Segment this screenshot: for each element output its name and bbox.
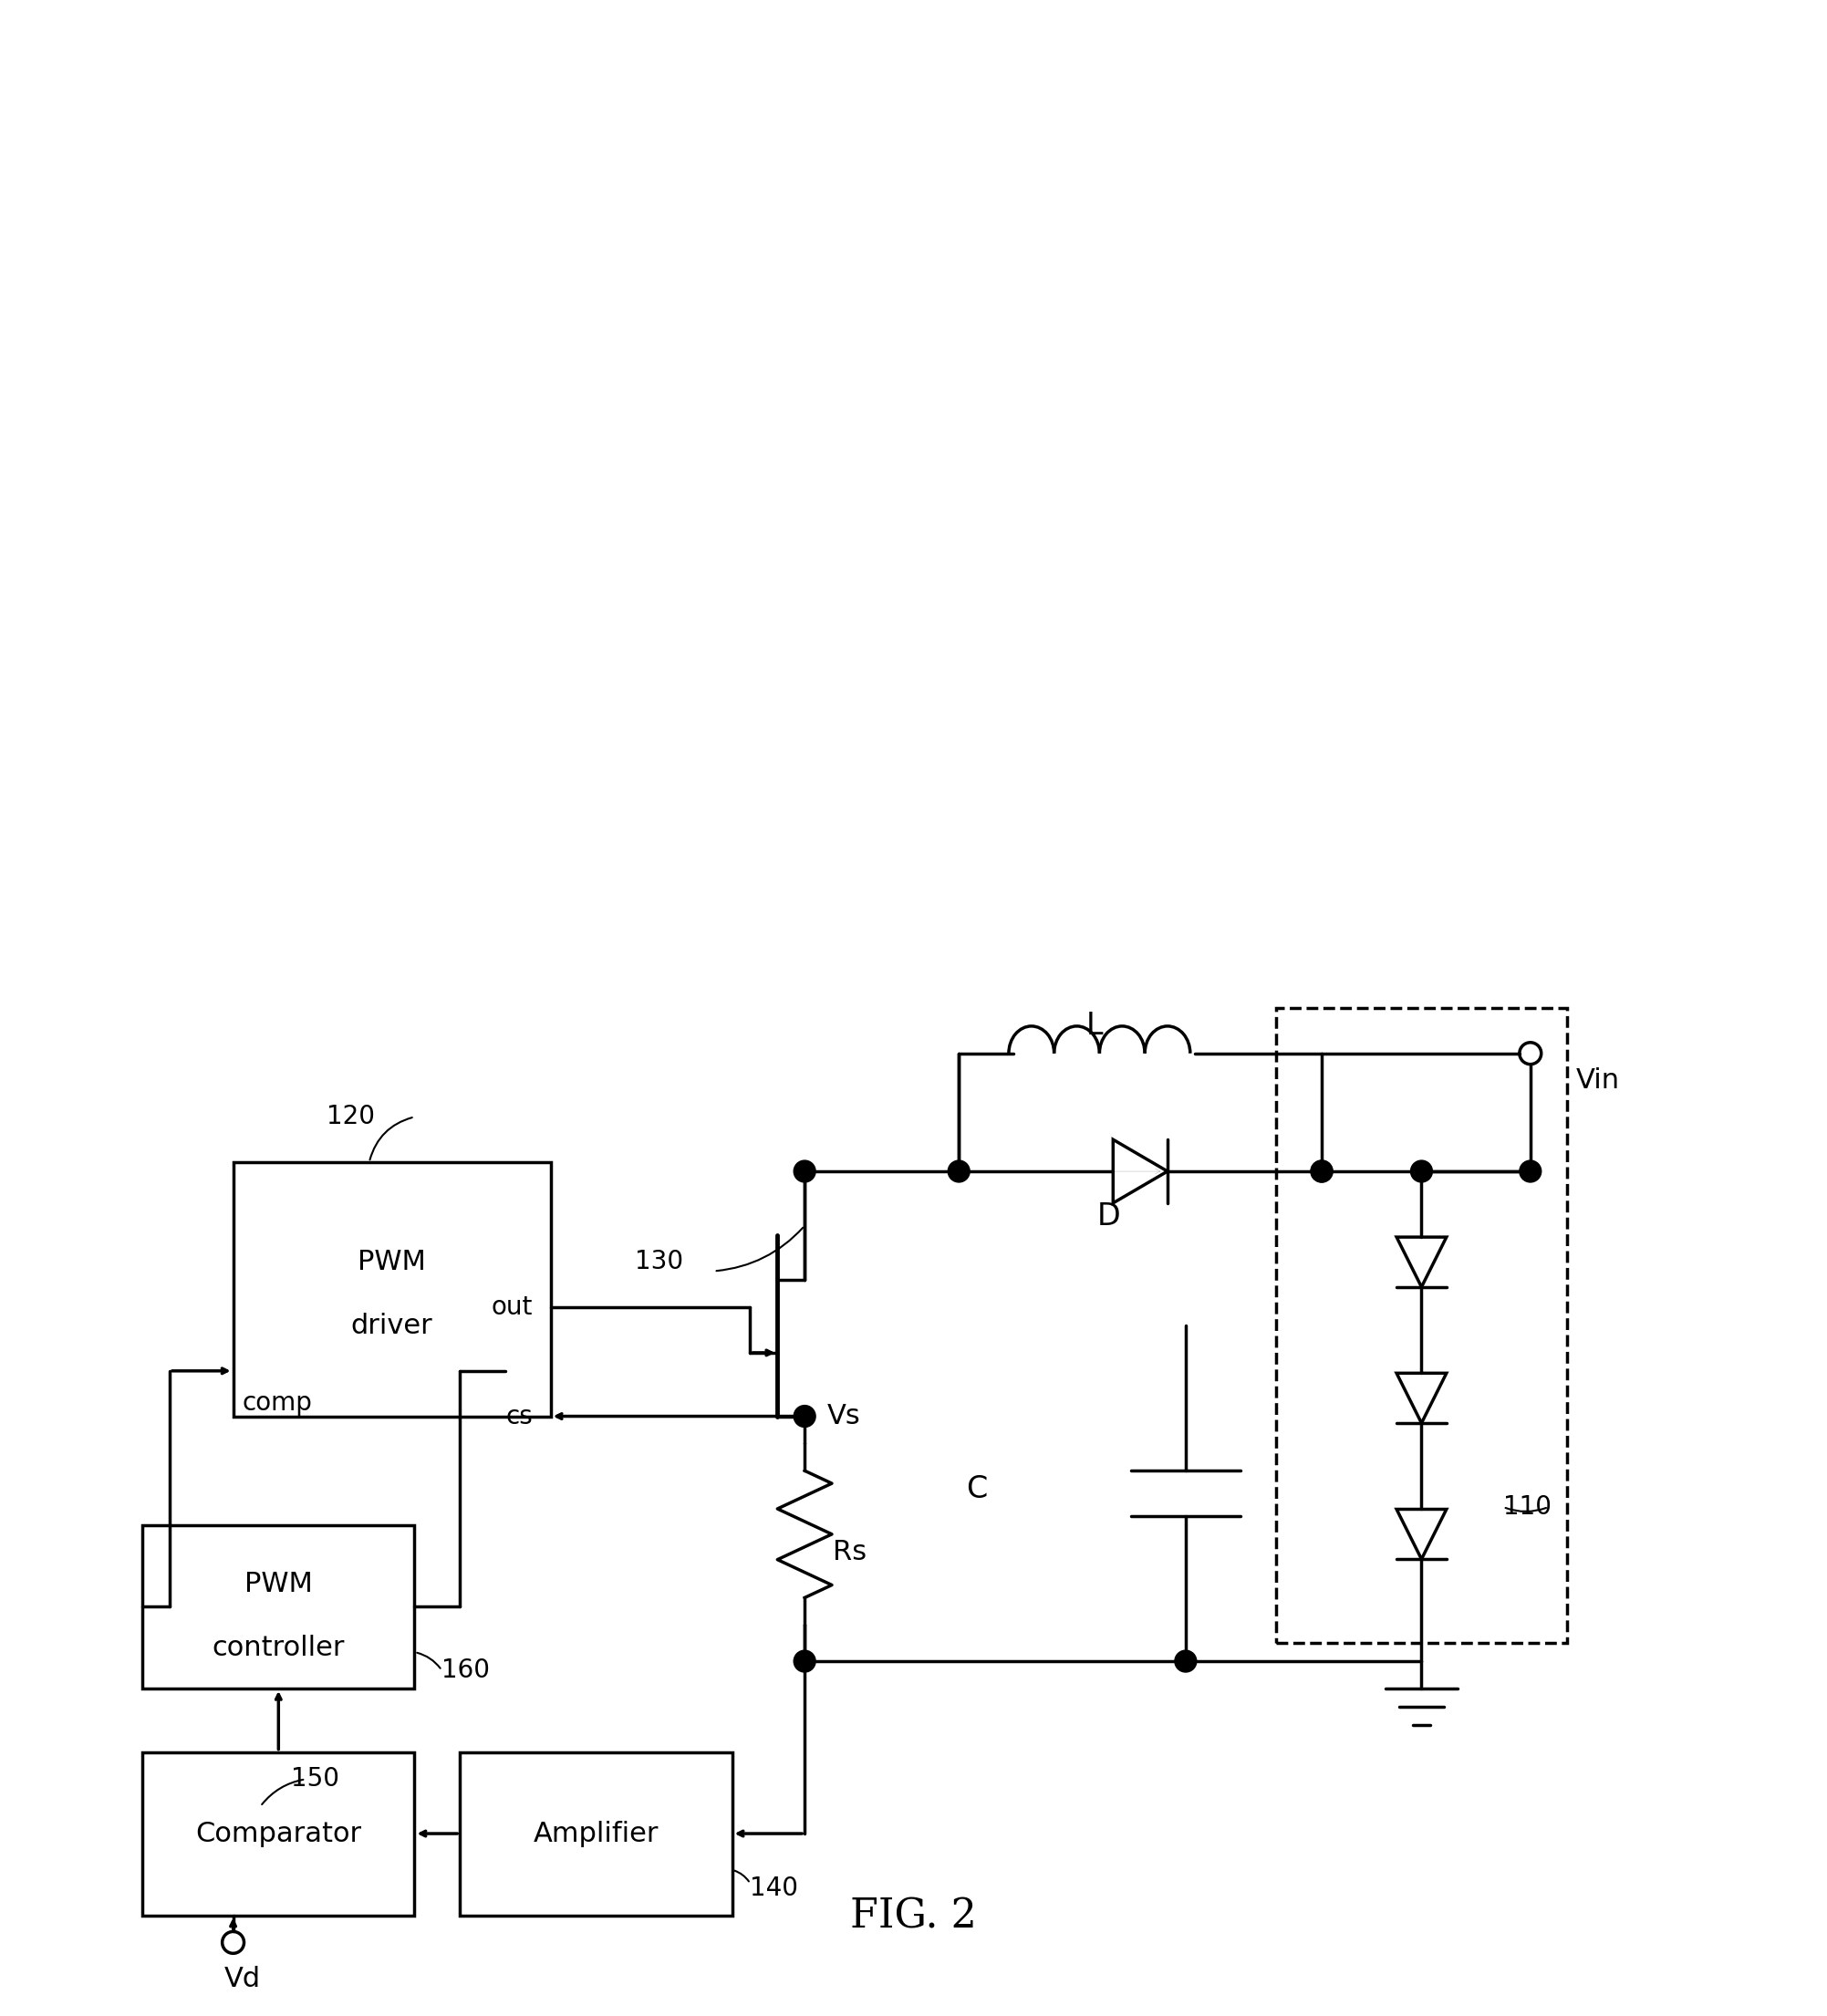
Circle shape [793,1651,815,1671]
Circle shape [1520,1161,1542,1181]
Text: Amplifier: Amplifier [533,1820,660,1847]
Circle shape [793,1405,815,1427]
Text: C: C [966,1474,988,1504]
Text: PWM: PWM [245,1570,312,1597]
Circle shape [1310,1161,1332,1181]
Text: L: L [1087,1012,1104,1040]
Text: 150: 150 [290,1766,340,1792]
Circle shape [948,1161,970,1181]
Bar [234,1163,550,1417]
Text: Vin: Vin [1575,1066,1619,1095]
Circle shape [793,1161,815,1181]
Bar [143,1752,415,1915]
Bar [1277,1008,1568,1643]
Text: Comparator: Comparator [195,1820,362,1847]
Text: 140: 140 [751,1875,798,1901]
Circle shape [1310,1161,1332,1181]
Text: Vd: Vd [225,1966,261,1992]
Bar [460,1752,733,1915]
Text: comp: comp [243,1389,312,1415]
Circle shape [1175,1651,1197,1671]
Circle shape [1410,1161,1432,1181]
Text: Rs: Rs [833,1538,868,1566]
Text: D: D [1096,1202,1120,1232]
Text: FIG. 2: FIG. 2 [850,1897,977,1935]
Text: cs: cs [506,1403,532,1429]
Text: Vs: Vs [828,1403,861,1429]
Text: 110: 110 [1504,1494,1551,1520]
Text: out: out [491,1294,532,1320]
Text: driver: driver [351,1312,433,1339]
Text: controller: controller [212,1635,345,1661]
Bar [143,1526,415,1689]
Text: 130: 130 [636,1250,683,1274]
Text: PWM: PWM [358,1248,426,1276]
Text: 120: 120 [327,1105,375,1129]
Text: 160: 160 [442,1657,490,1683]
